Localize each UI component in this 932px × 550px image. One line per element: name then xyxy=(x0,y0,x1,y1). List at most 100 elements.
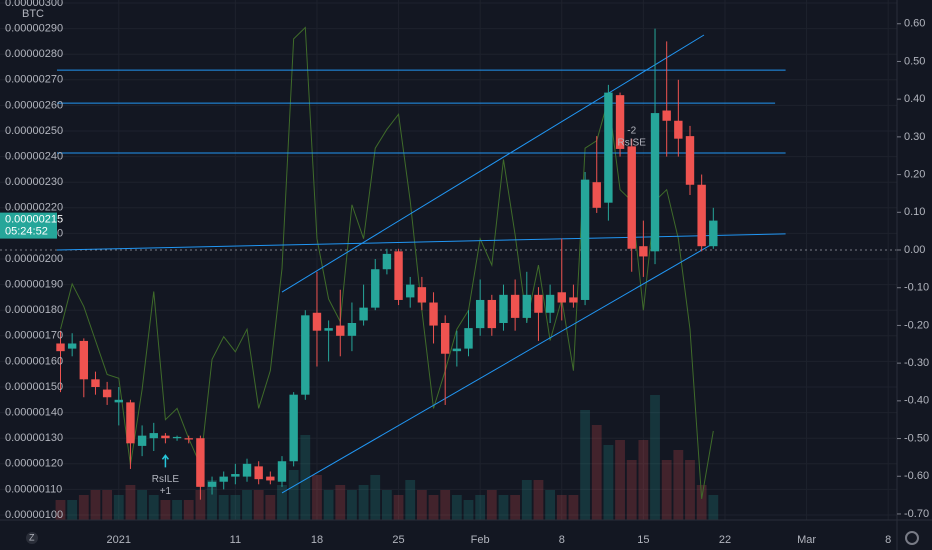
volume-bar xyxy=(230,495,241,520)
volume-bar xyxy=(685,460,695,520)
candle-body xyxy=(266,476,275,481)
trendline-layer xyxy=(56,34,786,494)
candle-body xyxy=(161,435,170,439)
candle-body xyxy=(604,92,613,203)
volume-bar xyxy=(102,490,113,520)
candle-body xyxy=(592,182,601,208)
y2-tick-label: 0.60 xyxy=(904,18,925,30)
y2-tick-label: -0.30 xyxy=(904,357,929,369)
volume-bar xyxy=(370,475,381,520)
volume-bar xyxy=(335,485,346,520)
volume-bar xyxy=(545,490,556,520)
volume-bar xyxy=(207,480,217,520)
candle-body xyxy=(557,292,566,303)
x-tick-label: 15 xyxy=(637,534,649,546)
signal-label: -2 xyxy=(627,125,636,136)
y-tick-label: 0.00000130 xyxy=(5,432,63,444)
volume-bar xyxy=(463,500,474,520)
y2-tick-label: 0.20 xyxy=(904,168,925,180)
signal-label: RsILE xyxy=(152,474,180,485)
y-tick-label: 0.00000230 xyxy=(5,176,63,188)
volume-bar xyxy=(78,495,89,520)
y2-tick-label: 0.30 xyxy=(904,131,925,143)
volume-bar xyxy=(475,495,486,520)
candle-body xyxy=(417,287,427,303)
volume-layer xyxy=(55,395,719,520)
candle-body xyxy=(639,246,648,257)
volume-bar xyxy=(486,490,497,520)
volume-bar xyxy=(148,495,159,520)
candle-body xyxy=(499,294,508,324)
candle-body xyxy=(347,323,357,336)
volume-bar xyxy=(358,485,369,520)
volume-bar xyxy=(67,500,78,520)
unit-label: BTC xyxy=(22,8,44,20)
volume-bar xyxy=(90,490,101,520)
y2-tick-label: 0.40 xyxy=(904,93,925,105)
y-tick-label: 0.00000300 xyxy=(5,0,63,9)
y2-tick-label: -0.40 xyxy=(904,395,929,407)
volume-bar xyxy=(265,495,276,520)
price-label-text: 0.00000215 xyxy=(5,214,63,226)
candle-body xyxy=(231,474,240,477)
signal-arrow xyxy=(161,454,170,468)
candle-body xyxy=(219,476,228,482)
candle-body xyxy=(580,179,590,300)
y-tick-label: 0.00000100 xyxy=(5,509,63,521)
candle-body xyxy=(102,389,112,398)
volume-bar xyxy=(323,490,334,520)
volume-bar xyxy=(428,495,439,520)
y-tick-label: 0.00000260 xyxy=(5,99,63,111)
x-tick-label: Feb xyxy=(471,534,490,546)
candle-body xyxy=(464,328,473,349)
y-tick-label: 0.00000290 xyxy=(5,23,63,35)
volume-bar xyxy=(556,495,567,520)
candle-body xyxy=(67,343,77,349)
candle-body xyxy=(56,343,65,352)
y2-tick-label: -0.10 xyxy=(904,282,929,294)
icon-glyph: Z xyxy=(29,532,35,542)
candle-body xyxy=(615,95,625,149)
volume-bar xyxy=(626,460,637,520)
candle-body xyxy=(91,379,100,388)
x-tick-label: 2021 xyxy=(107,534,131,546)
timezone-icon[interactable] xyxy=(26,532,38,544)
volume-bar xyxy=(416,490,427,520)
x-tick-label: 8 xyxy=(559,534,565,546)
x-tick-label: 25 xyxy=(392,534,404,546)
x-tick-label: 11 xyxy=(230,534,241,546)
y2-tick-label: -0.70 xyxy=(904,508,929,520)
candle-body xyxy=(429,302,438,326)
candle-body xyxy=(406,284,415,298)
y2-tick-label: 0.10 xyxy=(904,206,925,218)
volume-bar xyxy=(393,495,404,520)
candle-body xyxy=(697,184,706,247)
volume-bar xyxy=(510,495,521,520)
candle-body xyxy=(196,438,205,487)
y-tick-label: 0.00000200 xyxy=(5,253,63,265)
candle-body xyxy=(569,297,578,303)
volume-bar xyxy=(55,500,66,520)
candle-body xyxy=(510,294,520,318)
volume-bar xyxy=(277,485,287,520)
settings-icon[interactable] xyxy=(905,531,919,545)
volume-bar xyxy=(661,460,672,520)
y-tick-label: 0.00000180 xyxy=(5,304,63,316)
volume-bar xyxy=(160,500,171,520)
candle-body xyxy=(627,146,636,249)
volume-bar xyxy=(673,450,684,520)
y-tick-label: 0.00000250 xyxy=(5,125,63,137)
volume-bar xyxy=(172,500,182,520)
trendline xyxy=(281,241,716,494)
volume-bar xyxy=(521,480,532,520)
candle-body xyxy=(277,461,287,482)
countdown-text: 05:24:52 xyxy=(5,226,48,238)
candle-body xyxy=(371,269,380,308)
volume-bar xyxy=(451,495,462,520)
candle-body xyxy=(452,348,462,352)
volume-bar xyxy=(137,490,147,520)
y2-tick-label: -0.60 xyxy=(904,470,929,482)
